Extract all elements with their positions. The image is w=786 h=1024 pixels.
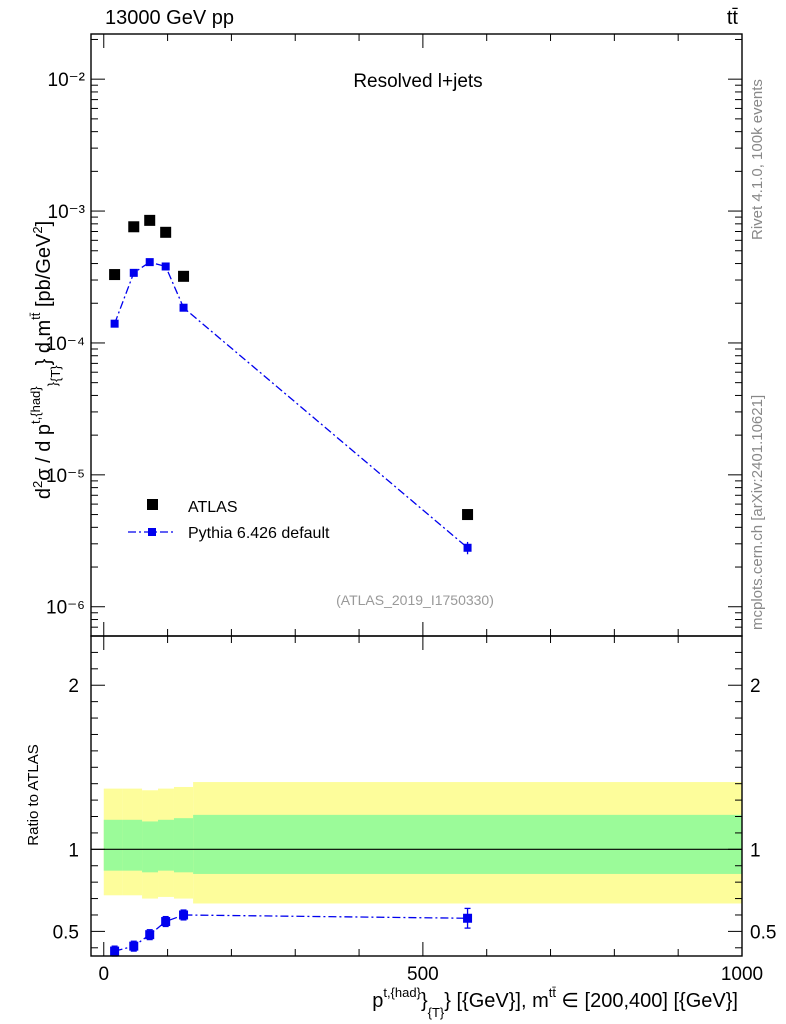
y-tick-label: 10⁻⁴ bbox=[46, 334, 85, 355]
ratio-point bbox=[129, 941, 139, 951]
ratio-y-tick-label-right: 0.5 bbox=[750, 922, 776, 943]
atlas-point bbox=[144, 214, 156, 226]
rivet-label: Rivet 4.1.0, 100k events bbox=[749, 79, 766, 240]
pythia-line bbox=[114, 261, 468, 549]
ratio-point bbox=[463, 913, 473, 923]
x-tick-label: 0 bbox=[98, 964, 109, 985]
y-tick-label: 10⁻³ bbox=[48, 202, 86, 223]
uncertainty-band-inner bbox=[158, 819, 174, 871]
ratio-y-tick-label-right: 2 bbox=[750, 676, 761, 697]
ratio-y-tick-label: 2 bbox=[68, 676, 79, 697]
atlas-point bbox=[109, 269, 121, 281]
atlas-point bbox=[160, 226, 172, 238]
x-tick-label: 1000 bbox=[721, 964, 763, 985]
ratio-frame bbox=[90, 635, 743, 957]
pythia-point bbox=[110, 319, 119, 328]
atlas-point bbox=[128, 221, 140, 233]
site-label: mcplots.cern.ch [arXiv:2401.10621] bbox=[749, 395, 766, 630]
x-tick-label: 500 bbox=[407, 964, 439, 985]
legend-pythia-label: Pythia 6.426 default bbox=[188, 525, 330, 542]
main-ylabel: d2σ / d pt,{had}}{T}} d mtt̄ [pb/GeV2] bbox=[28, 221, 63, 499]
energy-label: 13000 GeV pp bbox=[105, 7, 234, 29]
x-axis-label: pt,{had}}{T}} [{GeV}], mtt̄ ∈ [200,400] … bbox=[372, 985, 738, 1020]
uncertainty-band-inner bbox=[103, 819, 123, 871]
legend-atlas-marker bbox=[147, 499, 158, 510]
uncertainty-band-inner bbox=[142, 821, 159, 873]
ratio-point bbox=[161, 917, 171, 927]
chart-title: Resolved l+jets bbox=[353, 71, 482, 92]
pythia-point bbox=[463, 543, 472, 552]
y-tick-label: 10⁻⁵ bbox=[46, 466, 85, 487]
legend-atlas-label: ATLAS bbox=[188, 499, 238, 516]
ratio-panel: 0.5 0.5 1 1 2 2 0 500 1000 Ratio to ATLAS pt,{h… bbox=[25, 34, 776, 1020]
uncertainty-band-inner bbox=[173, 818, 194, 873]
atlas-point bbox=[178, 270, 190, 282]
ratio-ylabel: Ratio to ATLAS bbox=[25, 744, 42, 845]
y-tick-label: 10⁻² bbox=[48, 70, 86, 91]
process-label: tt̄ bbox=[727, 7, 739, 29]
uncertainty-band-inner bbox=[193, 814, 742, 874]
ratio-y-tick-label-right: 1 bbox=[750, 840, 761, 861]
main-panel: 10⁻² 10⁻³ 10⁻⁴ 10⁻⁵ 10⁻⁶ Resolved l+jets (AT… bbox=[28, 33, 743, 637]
main-frame bbox=[90, 33, 743, 637]
uncertainty-band-inner bbox=[122, 819, 143, 871]
ratio-y-tick-label: 0.5 bbox=[53, 922, 79, 943]
pythia-point bbox=[161, 262, 170, 271]
pythia-point bbox=[145, 258, 154, 267]
watermark: (ATLAS_2019_I1750330) bbox=[336, 592, 494, 608]
ratio-point bbox=[179, 910, 189, 920]
y-tick-label: 10⁻⁶ bbox=[46, 598, 85, 619]
pythia-point bbox=[129, 268, 138, 277]
ratio-point bbox=[110, 946, 120, 956]
pythia-point bbox=[179, 303, 188, 312]
legend: ATLAS Pythia 6.426 default bbox=[128, 499, 330, 542]
ratio-y-tick-label: 1 bbox=[68, 840, 79, 861]
legend-pythia-marker bbox=[148, 528, 156, 536]
ratio-point bbox=[145, 930, 155, 940]
atlas-point bbox=[462, 509, 474, 521]
